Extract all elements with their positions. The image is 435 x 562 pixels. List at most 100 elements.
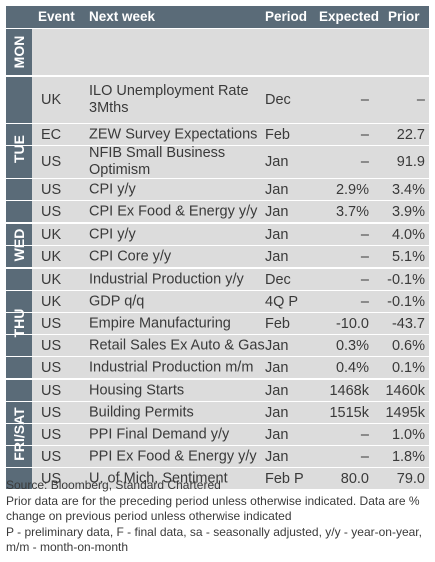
header-next-week: Next week xyxy=(89,9,156,24)
calendar-table: Event Next week Period Expected Prior MO… xyxy=(6,6,429,489)
prior-cell: 3.9% xyxy=(391,203,425,220)
day-label-text: MON xyxy=(11,35,27,69)
prior-cell: 5.1% xyxy=(391,248,425,265)
day-group-fri-sat: FRI/SAT US Housing Starts Jan 1468k 1460k US Bu… xyxy=(6,378,429,489)
country-cell: US xyxy=(41,382,62,399)
event-cell: ILO Unemployment Rate 3Mths xyxy=(89,83,249,116)
table-row: US Industrial Production m/m Jan 0.4% 0.1% xyxy=(6,356,429,378)
day-group-tue: TUE UK ILO Unemployment Rate 3Mths Dec – – EC Z… xyxy=(6,75,429,222)
day-label: FRI/SAT xyxy=(6,379,32,489)
country-cell: UK xyxy=(41,92,62,108)
event-cell: CPI Core y/y xyxy=(89,248,172,264)
prior-cell: -0.1% xyxy=(387,293,425,310)
day-group-mon: MON xyxy=(6,28,429,75)
expected-cell: -10.0 xyxy=(335,315,369,332)
prior-cell: 1.0% xyxy=(391,426,425,443)
period-cell: Jan xyxy=(265,337,289,354)
expected-cell: – xyxy=(360,92,369,108)
day-group-wed: WED UK CPI y/y Jan –4.0% UK CPI Core y/y Jan –5.… xyxy=(6,222,429,267)
event-cell: Housing Starts xyxy=(89,382,185,398)
header-prior: Prior xyxy=(388,9,420,24)
prior-cell: -0.1% xyxy=(387,271,425,288)
country-cell: US xyxy=(41,448,62,465)
table-header: Event Next week Period Expected Prior xyxy=(6,6,429,28)
table-row: UK Industrial Production y/y Dec – -0.1% xyxy=(6,268,429,290)
period-cell: Feb xyxy=(265,126,290,143)
header-event: Event xyxy=(38,9,75,24)
period-cell: Jan xyxy=(265,248,289,265)
prior-cell: -43.7 xyxy=(391,315,425,332)
day-group-thu: THU UK Industrial Production y/y Dec – -0.1% U… xyxy=(6,267,429,378)
prior-cell: 91.9 xyxy=(396,154,425,170)
table-row: UK CPI y/y Jan – 4.0% xyxy=(6,223,429,245)
expected-cell: – xyxy=(360,293,369,310)
country-cell: US xyxy=(41,426,62,443)
event-cell: PPI Ex Food & Energy y/y xyxy=(89,448,257,464)
country-cell: UK xyxy=(41,271,62,288)
table-row: US PPI Ex Food & Energy y/y Jan – 1.8% xyxy=(6,445,429,467)
event-cell: U. of Mich. Sentiment xyxy=(89,470,228,486)
prior-cell: 0.1% xyxy=(391,359,425,376)
prior-cell: 4.0% xyxy=(391,226,425,243)
prior-cell: 22.7 xyxy=(396,126,425,143)
country-cell: US xyxy=(41,315,62,332)
expected-cell: – xyxy=(360,226,369,243)
expected-cell: – xyxy=(360,154,369,170)
event-cell: NFIB Small Business Optimism xyxy=(89,145,226,178)
event-cell: ZEW Survey Expectations xyxy=(89,126,258,142)
prior-cell: – xyxy=(416,92,425,108)
country-cell: UK xyxy=(41,226,62,243)
event-cell: Industrial Production y/y xyxy=(89,271,244,287)
expected-cell: 1468k xyxy=(329,382,369,399)
prior-cell: 79.0 xyxy=(396,470,425,487)
country-cell: UK xyxy=(41,248,62,265)
day-label: TUE xyxy=(6,76,32,222)
event-cell: Retail Sales Ex Auto & Gas xyxy=(89,337,265,353)
prior-cell: 1460k xyxy=(385,382,425,399)
source-note: Source: Bloomberg, Standard Chartered xyxy=(6,478,221,492)
period-cell: Jan xyxy=(265,382,289,399)
period-cell: Dec xyxy=(265,92,291,108)
table-row: US Building Permits Jan 1515k 1495k xyxy=(6,401,429,423)
prior-note: Prior data are for the preceding period … xyxy=(6,493,420,524)
prior-cell: 1495k xyxy=(385,404,425,421)
period-cell: Jan xyxy=(265,226,289,243)
expected-cell: 2.9% xyxy=(335,181,369,198)
period-cell: Jan xyxy=(265,404,289,421)
event-cell: CPI y/y xyxy=(89,181,136,197)
country-cell: US xyxy=(41,181,62,198)
event-cell: Industrial Production m/m xyxy=(89,359,254,375)
table-row: UK GDP q/q 4Q P – -0.1% xyxy=(6,290,429,312)
country-cell: US xyxy=(41,203,62,220)
country-cell: US xyxy=(41,154,62,170)
expected-cell: – xyxy=(360,248,369,265)
expected-cell: 3.7% xyxy=(335,203,369,220)
table-row: US CPI Ex Food & Energy y/y Jan 3.7% 3.9% xyxy=(6,200,429,222)
event-cell: Empire Manufacturing xyxy=(89,315,231,331)
expected-cell: 0.4% xyxy=(335,359,369,376)
table-row: US U. of Mich. Sentiment Feb P 80.0 79.0 xyxy=(6,467,429,489)
period-cell: Jan xyxy=(265,448,289,465)
table-row: US Housing Starts Jan 1468k 1460k xyxy=(6,379,429,401)
prior-cell: 0.6% xyxy=(391,337,425,354)
country-cell: US xyxy=(41,337,62,354)
expected-cell: 1515k xyxy=(329,404,369,421)
period-cell: Jan xyxy=(265,181,289,198)
event-cell: Building Permits xyxy=(89,404,194,420)
period-cell: Dec xyxy=(265,271,291,288)
expected-cell: – xyxy=(360,448,369,465)
prior-cell: 3.4% xyxy=(391,181,425,198)
period-cell: Jan xyxy=(265,203,289,220)
empty-day-row xyxy=(6,29,429,75)
event-cell: PPI Final Demand y/y xyxy=(89,426,230,442)
table-row: US PPI Final Demand y/y Jan – 1.0% xyxy=(6,423,429,445)
table-row: UK CPI Core y/y Jan – 5.1% xyxy=(6,245,429,267)
table-row: US CPI y/y Jan 2.9% 3.4% xyxy=(6,178,429,200)
footnotes: Source: Bloomberg, Standard Chartered Pr… xyxy=(6,478,431,556)
event-cell: GDP q/q xyxy=(89,293,145,309)
period-cell: Feb xyxy=(265,315,290,332)
table-row: US Retail Sales Ex Auto & Gas Jan 0.3% 0.6% xyxy=(6,334,429,356)
country-cell: UK xyxy=(41,293,62,310)
abbreviation-note: P - preliminary data, F - final data, sa… xyxy=(6,524,422,555)
expected-cell: – xyxy=(360,126,369,143)
